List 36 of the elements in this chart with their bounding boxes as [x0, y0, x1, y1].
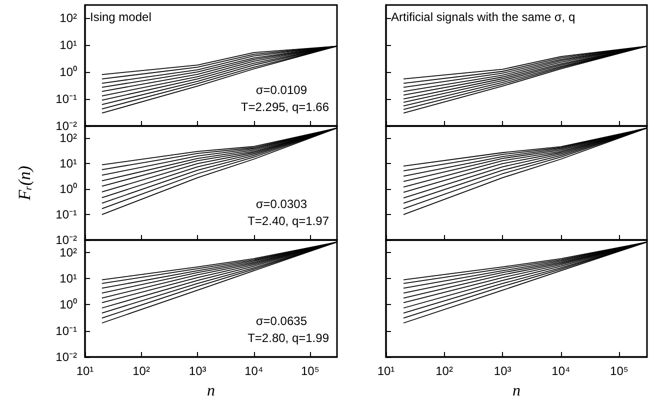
- x-tick-label: 10¹: [377, 364, 395, 378]
- annotation: Ising model: [90, 10, 152, 24]
- y-tick-label: 10⁻²: [56, 350, 78, 364]
- y-tick-label: 10²: [60, 131, 78, 146]
- x-tick-label: 10³: [188, 364, 206, 378]
- annotation: σ=0.0635: [256, 314, 308, 328]
- annotation: σ=0.0109: [256, 83, 308, 97]
- annotation: σ=0.0303: [256, 197, 308, 211]
- y-tick-label: 10⁻²: [56, 119, 78, 133]
- y-tick-label: 10⁻¹: [56, 92, 78, 106]
- annotation: T=2.80, q=1.99: [248, 331, 330, 345]
- x-tick-label: 10¹: [76, 364, 94, 378]
- y-axis-title: Fᵣ(n): [15, 165, 34, 202]
- annotation: T=2.40, q=1.97: [248, 214, 330, 228]
- annotation: T=2.295, q=1.66: [240, 100, 330, 114]
- x-axis-title: n: [512, 382, 520, 400]
- y-tick-label: 10⁰: [60, 298, 77, 312]
- x-tick-label: 10⁵: [300, 364, 320, 378]
- x-axis-title: n: [207, 382, 215, 400]
- y-tick-label: 10¹: [60, 156, 78, 171]
- y-tick-label: 10⁻²: [56, 233, 78, 247]
- x-tick-label: 10²: [436, 364, 453, 378]
- x-tick-label: 10⁴: [552, 364, 570, 378]
- y-tick-label: 10⁰: [60, 64, 77, 79]
- y-tick-label: 10²: [60, 10, 78, 25]
- y-tick-label: 10⁻¹: [56, 208, 78, 222]
- y-tick-label: 10⁻¹: [56, 324, 78, 338]
- x-tick-label: 10⁵: [610, 364, 628, 378]
- y-tick-label: 10¹: [60, 38, 78, 52]
- x-tick-label: 10²: [132, 364, 150, 378]
- y-tick-label: 10⁰: [60, 182, 77, 196]
- y-tick-label: 10¹: [60, 272, 78, 286]
- annotation: Artificial signals with the same σ, q: [391, 10, 576, 24]
- x-tick-label: 10⁴: [244, 364, 264, 378]
- x-tick-label: 10³: [494, 364, 512, 378]
- y-tick-label: 10²: [60, 245, 78, 260]
